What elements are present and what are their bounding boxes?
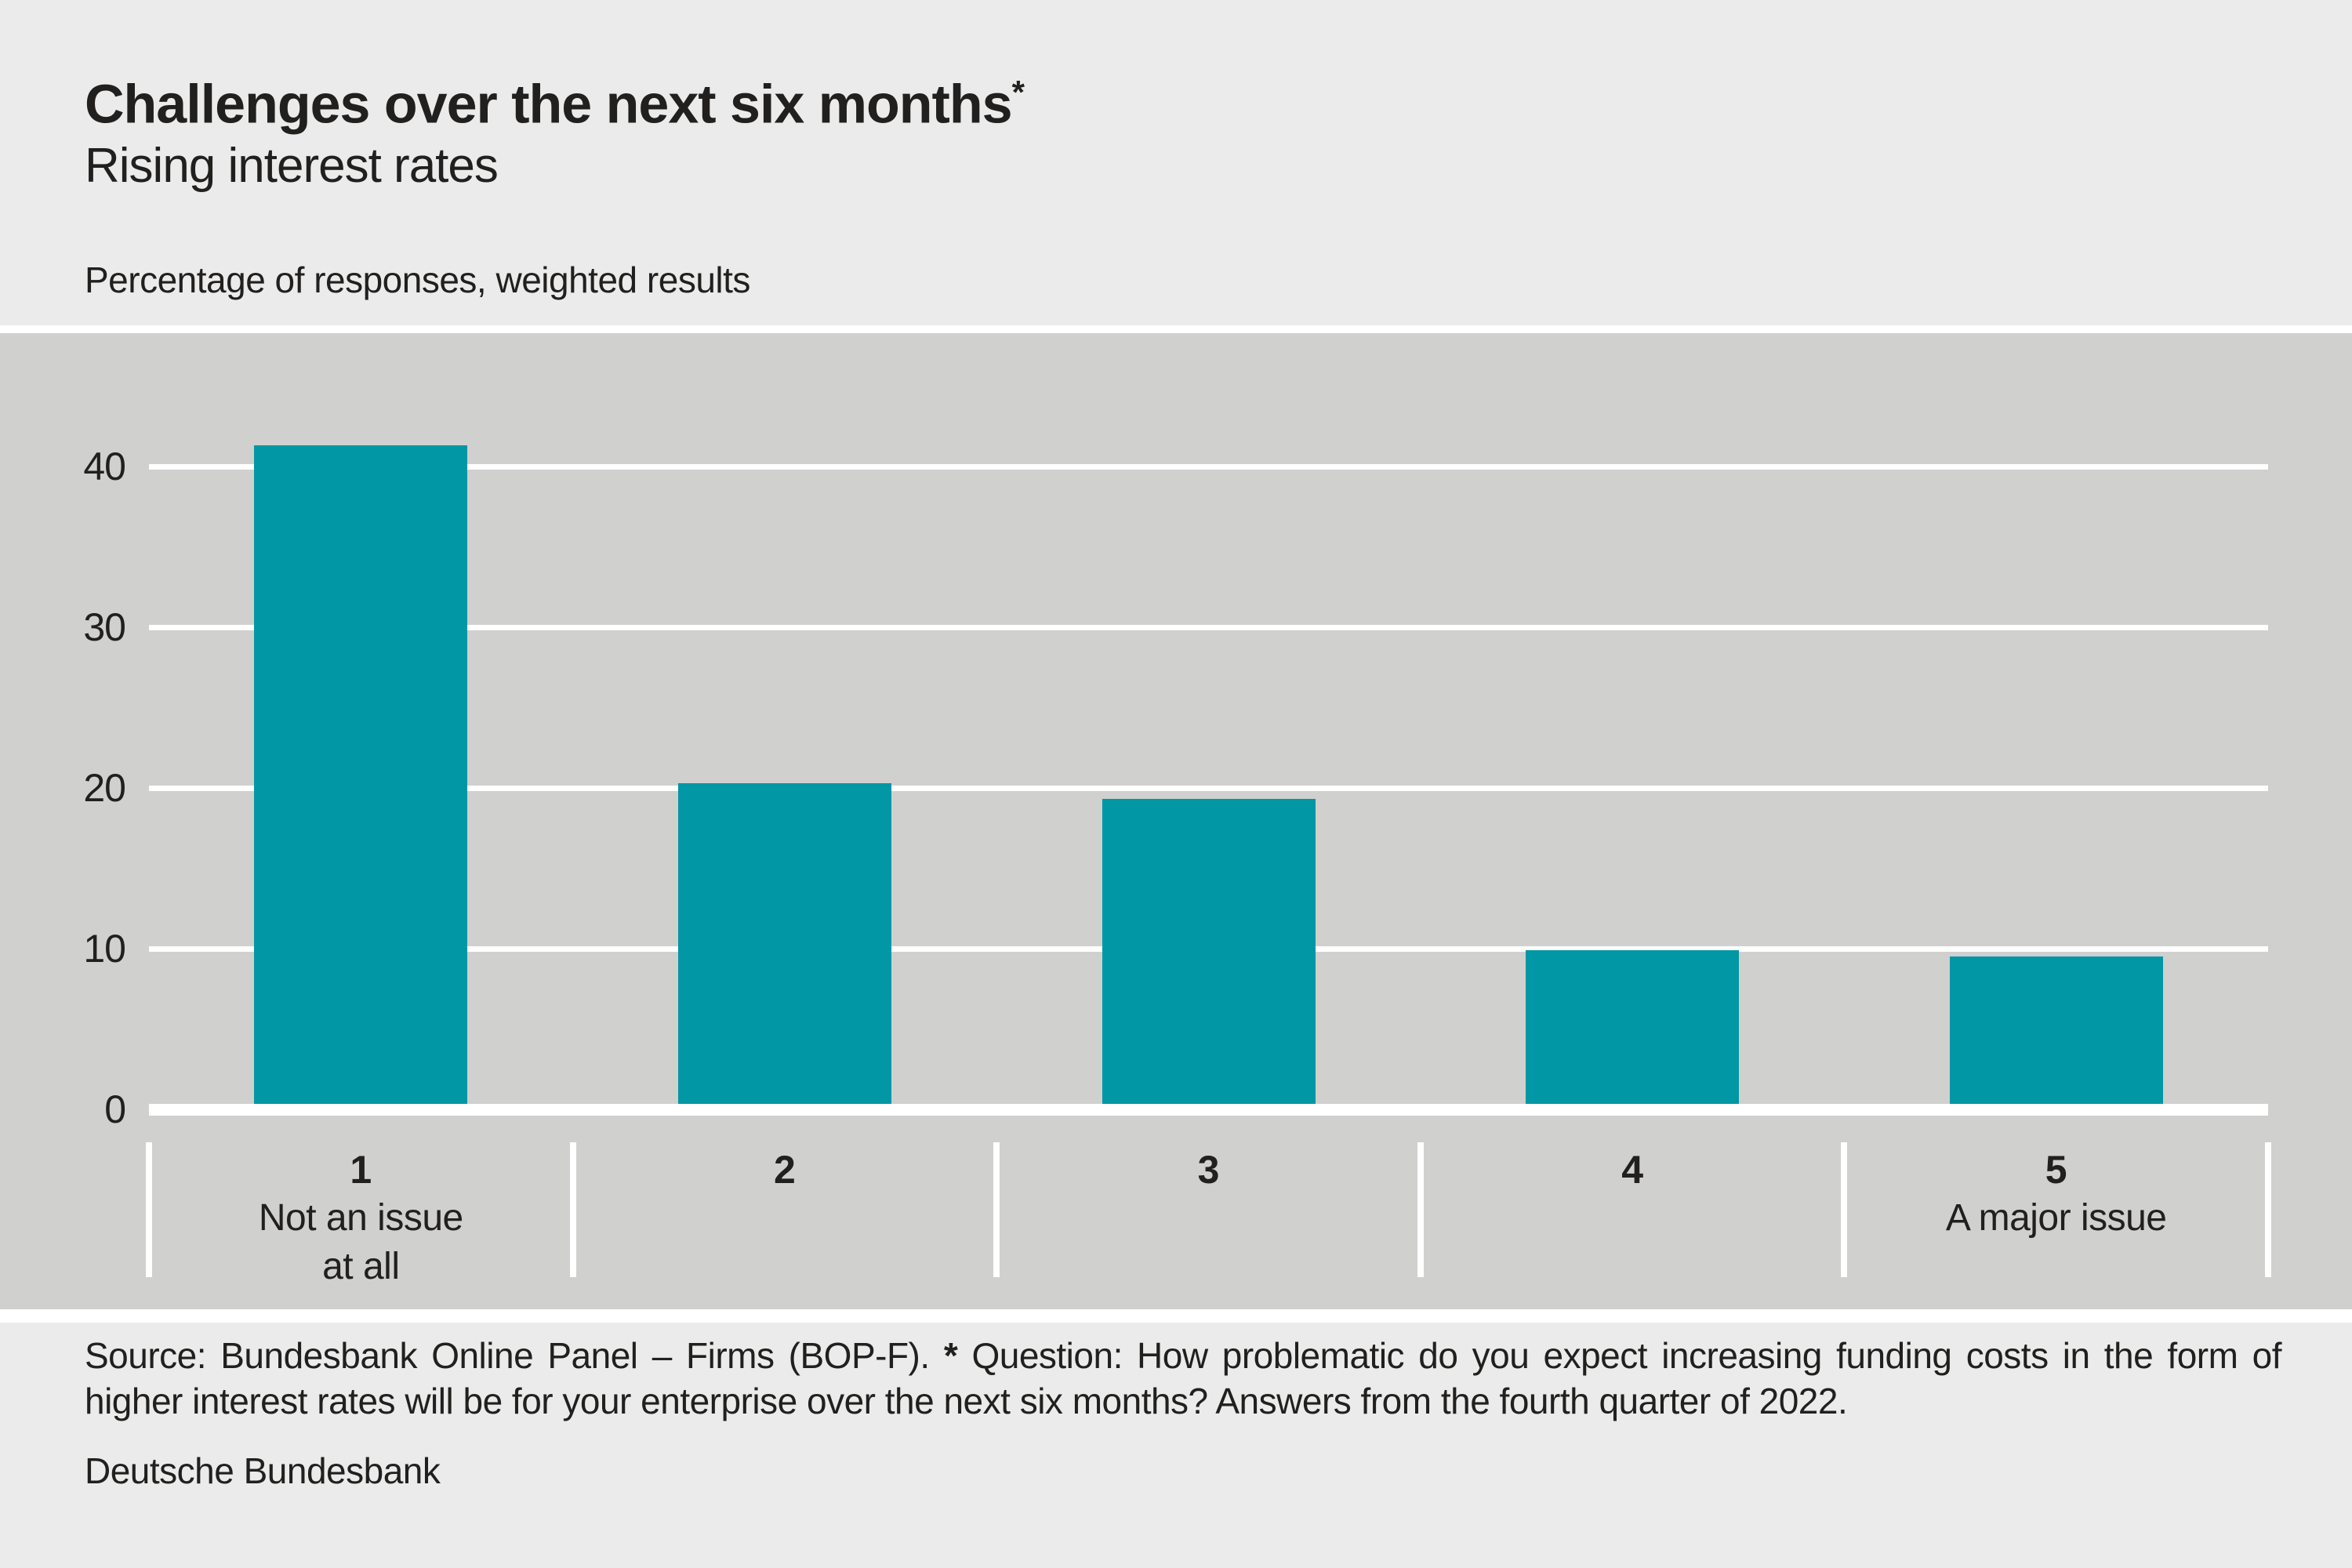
source-note: Source: Bundesbank Online Panel – Firms … bbox=[85, 1333, 2282, 1424]
bar-category-5 bbox=[1949, 956, 2163, 1104]
footnote-text: Question: How problematic do you expect … bbox=[85, 1335, 2282, 1421]
category-caption-line: at all bbox=[322, 1246, 400, 1287]
category-caption-line: A major issue bbox=[1945, 1197, 2167, 1239]
category-label-group: 3 bbox=[996, 1145, 1421, 1194]
category-number: 4 bbox=[1621, 1148, 1643, 1192]
bar-category-1 bbox=[254, 445, 468, 1104]
top-separator bbox=[0, 325, 2352, 333]
category-number: 5 bbox=[2045, 1148, 2067, 1192]
category-label-group: 1 Not an issue at all bbox=[149, 1145, 573, 1291]
gridline-20 bbox=[149, 785, 2268, 791]
y-axis-label: 40 bbox=[83, 445, 126, 488]
chart-title-text: Challenges over the next six months bbox=[85, 73, 1013, 135]
chart-title: Challenges over the next six months* bbox=[85, 61, 1025, 135]
category-label-group: 4 bbox=[1421, 1145, 1845, 1194]
unit-label: Percentage of responses, weighted result… bbox=[85, 260, 750, 300]
category-tick bbox=[146, 1142, 152, 1277]
footnote-marker: * bbox=[943, 1335, 958, 1376]
category-tick bbox=[2265, 1142, 2271, 1277]
category-tick bbox=[569, 1142, 576, 1277]
category-label-group: 5 A major issue bbox=[1844, 1145, 2268, 1243]
bar-category-2 bbox=[677, 782, 891, 1104]
bar-category-3 bbox=[1102, 799, 1316, 1104]
category-label-group: 2 bbox=[573, 1145, 997, 1194]
category-caption-line: Not an issue bbox=[258, 1197, 463, 1239]
publisher: Deutsche Bundesbank bbox=[85, 1450, 441, 1491]
title-footnote-marker: * bbox=[1011, 74, 1025, 111]
gridline-30 bbox=[149, 624, 2268, 630]
y-axis-label: 10 bbox=[83, 927, 126, 971]
x-axis-line bbox=[149, 1104, 2268, 1116]
category-number: 1 bbox=[350, 1148, 372, 1192]
category-number: 3 bbox=[1197, 1148, 1220, 1192]
gridline-40 bbox=[149, 463, 2268, 470]
y-axis-label: 0 bbox=[104, 1087, 126, 1131]
y-axis-label: 30 bbox=[83, 605, 126, 649]
bottom-separator bbox=[0, 1309, 2352, 1323]
category-tick bbox=[1417, 1142, 1424, 1277]
category-number: 2 bbox=[773, 1148, 796, 1192]
source-text: Source: Bundesbank Online Panel – Firms … bbox=[85, 1335, 930, 1376]
chart-subtitle: Rising interest rates bbox=[85, 139, 499, 193]
bar-category-4 bbox=[1526, 950, 1740, 1104]
y-axis-label: 20 bbox=[83, 766, 126, 810]
plot-area: 0 10 20 30 40 1 Not an issue at all 2 3 4 5 A major … bbox=[0, 333, 2352, 1309]
category-tick bbox=[1841, 1142, 1848, 1277]
category-tick bbox=[993, 1142, 1000, 1277]
